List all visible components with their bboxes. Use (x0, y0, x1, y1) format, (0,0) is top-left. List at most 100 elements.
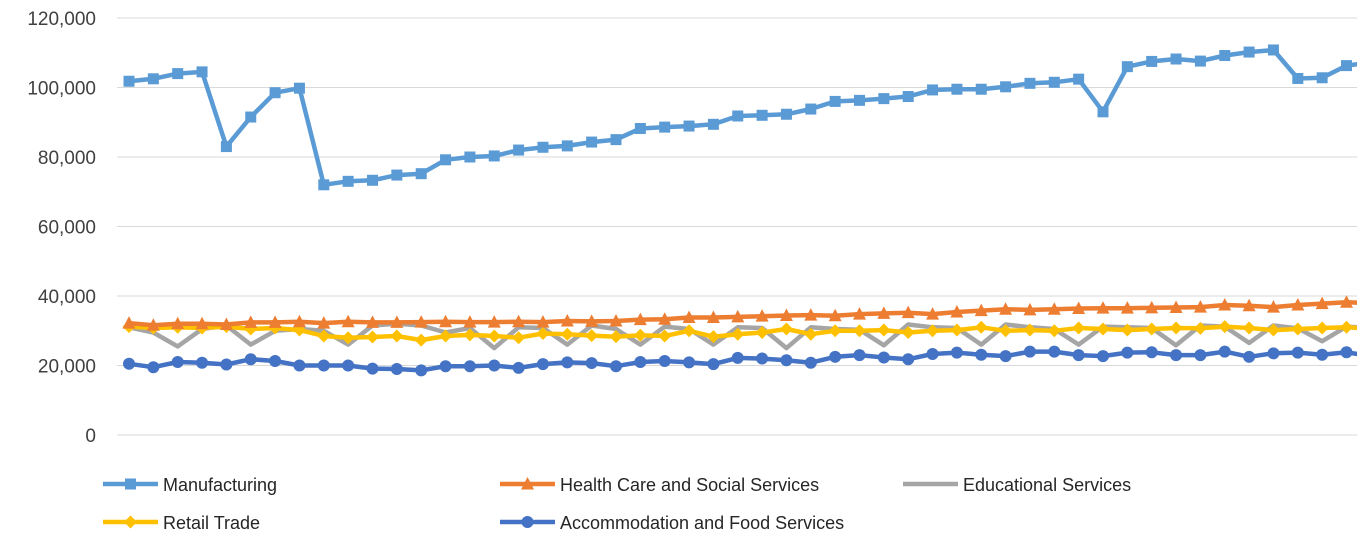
data-point-health-care-and-social-services (1266, 300, 1280, 313)
data-point-manufacturing (147, 73, 159, 85)
data-point-accommodation-and-food-services (147, 361, 160, 374)
data-point-manufacturing (1146, 55, 1158, 67)
data-point-retail-trade (585, 329, 599, 343)
data-point-manufacturing (464, 151, 476, 163)
data-point-health-care-and-social-services (877, 306, 891, 319)
data-point-accommodation-and-food-services (1316, 348, 1329, 361)
data-point-accommodation-and-food-services (196, 356, 209, 369)
data-point-health-care-and-social-services (1340, 295, 1353, 308)
data-point-retail-trade (779, 322, 793, 336)
data-point-manufacturing (415, 168, 427, 180)
data-point-accommodation-and-food-services (1121, 346, 1134, 359)
data-point-health-care-and-social-services (1120, 301, 1134, 314)
data-point-retail-trade (1072, 321, 1086, 335)
data-point-health-care-and-social-services (1169, 300, 1183, 313)
data-point-health-care-and-social-services (560, 314, 574, 327)
data-point-health-care-and-social-services (1193, 300, 1207, 313)
data-point-accommodation-and-food-services (1267, 347, 1280, 360)
data-point-health-care-and-social-services (146, 318, 160, 331)
data-point-health-care-and-social-services (341, 314, 355, 328)
data-point-manufacturing (1243, 46, 1255, 58)
legend: Manufacturing Health Care and Social Serv… (103, 475, 1131, 533)
data-point-accommodation-and-food-services (1170, 349, 1183, 362)
data-point-accommodation-and-food-services (683, 356, 696, 369)
data-point-manufacturing (1073, 73, 1085, 85)
data-point-health-care-and-social-services (292, 314, 306, 328)
data-point-manufacturing (196, 66, 208, 78)
data-point-accommodation-and-food-services (366, 362, 379, 375)
data-point-manufacturing (367, 174, 378, 186)
data-point-health-care-and-social-services (1218, 298, 1232, 311)
data-point-retail-trade (390, 329, 404, 343)
data-point-accommodation-and-food-services (536, 358, 549, 371)
data-point-health-care-and-social-services (536, 315, 550, 328)
data-point-accommodation-and-food-services (342, 359, 355, 372)
data-point-manufacturing (123, 75, 135, 87)
data-point-retail-trade (755, 325, 769, 339)
data-point-retail-trade (950, 323, 964, 337)
data-point-accommodation-and-food-services (1097, 350, 1109, 363)
data-point-manufacturing (488, 150, 500, 162)
data-point-health-care-and-social-services (658, 312, 672, 325)
data-point-manufacturing (975, 83, 987, 95)
data-point-manufacturing (391, 169, 403, 181)
data-point-retail-trade (317, 329, 331, 343)
data-point-health-care-and-social-services (633, 312, 647, 326)
data-point-retail-trade (926, 324, 940, 338)
y-axis-tick-labels: 0 20,000 40,000 60,000 80,000 100,000 120,000 (27, 9, 96, 447)
data-point-manufacturing (1341, 60, 1352, 72)
legend-label: Health Care and Social Services (560, 475, 819, 495)
y-tick-label: 80,000 (38, 148, 96, 169)
data-point-accommodation-and-food-services (950, 346, 963, 359)
series-manufacturing (123, 44, 1357, 191)
data-point-retail-trade (1047, 324, 1061, 338)
data-point-accommodation-and-food-services (1218, 345, 1231, 358)
data-point-retail-trade (658, 329, 672, 343)
data-point-health-care-and-social-services (1315, 296, 1329, 310)
data-point-retail-trade (804, 327, 818, 341)
data-point-accommodation-and-food-services (877, 351, 890, 364)
data-point-health-care-and-social-services (828, 308, 842, 322)
data-point-retail-trade (536, 327, 550, 341)
data-point-accommodation-and-food-services (171, 356, 184, 369)
data-point-retail-trade (560, 327, 574, 341)
data-point-health-care-and-social-services (609, 314, 623, 327)
legend-marker (125, 478, 136, 490)
legend-label: Accommodation and Food Services (560, 513, 844, 533)
data-point-accommodation-and-food-services (220, 358, 233, 371)
data-point-health-care-and-social-services (1291, 298, 1305, 311)
data-point-accommodation-and-food-services (634, 356, 647, 369)
data-point-retail-trade (999, 324, 1013, 338)
data-point-accommodation-and-food-services (999, 350, 1012, 363)
data-point-health-care-and-social-services (1145, 300, 1159, 314)
data-point-manufacturing (659, 121, 671, 133)
data-point-manufacturing (805, 103, 817, 115)
data-point-manufacturing (245, 111, 257, 123)
data-point-health-care-and-social-services (731, 309, 745, 323)
data-point-health-care-and-social-services (1023, 302, 1037, 316)
data-point-accommodation-and-food-services (1194, 349, 1207, 362)
data-point-accommodation-and-food-services (439, 360, 452, 373)
data-point-health-care-and-social-services (244, 315, 258, 328)
data-point-accommodation-and-food-services (780, 354, 793, 367)
data-point-manufacturing (172, 68, 184, 80)
data-point-manufacturing (537, 141, 549, 153)
data-point-manufacturing (1170, 53, 1182, 65)
gridlines (117, 17, 1357, 436)
data-point-health-care-and-social-services (926, 307, 940, 320)
series-accommodation-and-food-services (123, 345, 1357, 377)
legend-item-educational-services: Educational Services (903, 475, 1131, 495)
data-point-manufacturing (683, 120, 695, 132)
data-point-retail-trade (487, 329, 501, 343)
data-point-retail-trade (1340, 320, 1353, 334)
data-point-health-care-and-social-services (999, 302, 1013, 315)
data-point-accommodation-and-food-services (707, 358, 720, 371)
data-point-retail-trade (633, 328, 647, 342)
legend-label: Educational Services (963, 475, 1131, 495)
data-point-retail-trade (366, 330, 379, 344)
data-point-accommodation-and-food-services (1291, 346, 1304, 359)
data-point-accommodation-and-food-services (610, 360, 622, 373)
data-point-health-care-and-social-services (804, 308, 818, 321)
data-point-accommodation-and-food-services (804, 356, 817, 369)
legend-marker (521, 516, 534, 528)
